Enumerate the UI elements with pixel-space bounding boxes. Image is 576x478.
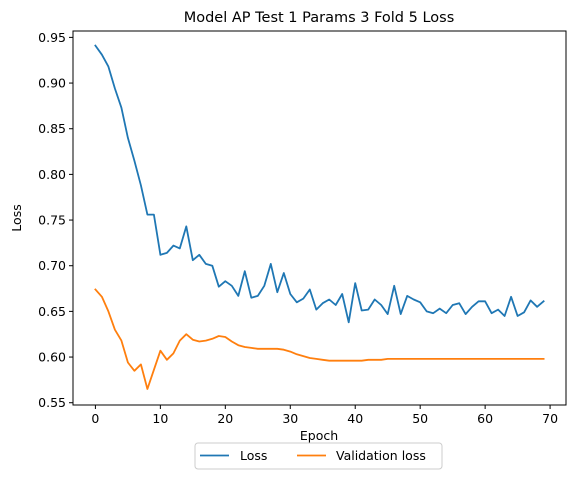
y-tick-label: 0.80 xyxy=(38,167,66,182)
chart-title: Model AP Test 1 Params 3 Fold 5 Loss xyxy=(184,10,455,26)
x-tick-label: 60 xyxy=(477,411,493,426)
x-tick-label: 10 xyxy=(152,411,168,426)
x-tick-label: 20 xyxy=(217,411,233,426)
y-tick-label: 0.55 xyxy=(38,395,66,410)
series-line-validation-loss xyxy=(94,288,545,390)
legend: Loss Validation loss xyxy=(194,442,443,470)
x-axis-label: Epoch xyxy=(300,428,338,443)
y-axis-label: Loss xyxy=(9,204,24,231)
y-tick-label: 0.95 xyxy=(38,30,66,45)
series-line-loss xyxy=(94,44,545,324)
plot-area: 0 10 20 30 40 50 60 70 0.55 0.60 0.65 0.70 0.75 0.80 0… xyxy=(38,30,567,426)
x-tick-label: 0 xyxy=(91,411,99,426)
plot-frame xyxy=(72,30,567,406)
x-tick-label: 40 xyxy=(347,411,363,426)
y-tick-label: 0.65 xyxy=(38,304,66,319)
legend-label-validation-loss: Validation loss xyxy=(336,448,426,463)
x-tick-label: 30 xyxy=(282,411,298,426)
legend-label-loss: Loss xyxy=(240,448,267,463)
x-tick-label: 70 xyxy=(542,411,558,426)
x-tick-label: 50 xyxy=(412,411,428,426)
y-tick-label: 0.90 xyxy=(38,76,66,91)
y-tick-label: 0.70 xyxy=(38,258,66,273)
y-tick-label: 0.85 xyxy=(38,121,66,136)
y-tick-label: 0.60 xyxy=(38,350,66,365)
y-tick-label: 0.75 xyxy=(38,213,66,228)
